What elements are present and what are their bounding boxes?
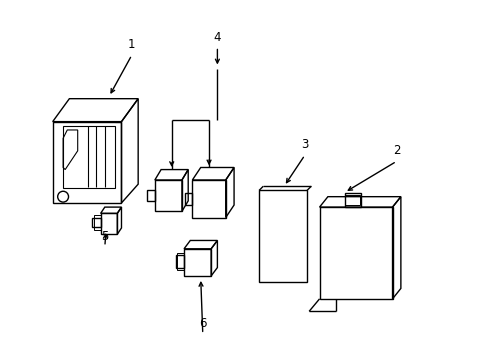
Text: 6: 6 (199, 317, 206, 330)
Text: 5: 5 (101, 230, 108, 243)
Text: 2: 2 (392, 144, 400, 157)
Text: 3: 3 (301, 138, 308, 151)
Text: 1: 1 (128, 38, 135, 51)
Text: 4: 4 (213, 31, 221, 45)
